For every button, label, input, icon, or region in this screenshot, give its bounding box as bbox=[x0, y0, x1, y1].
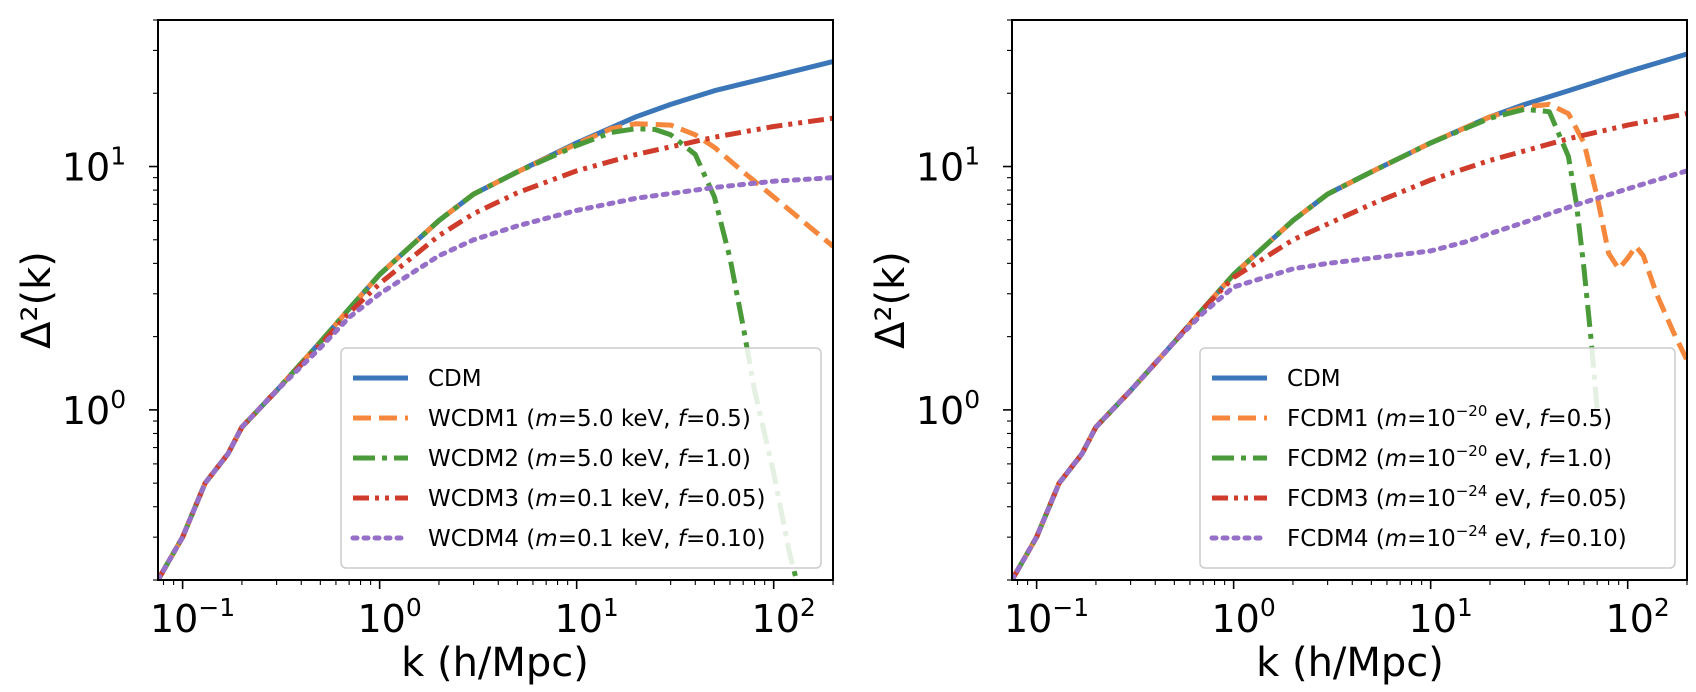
right-y-axis-title: Δ²(k) bbox=[868, 251, 914, 349]
left-ticks: 10−1 100 101 102 100 101 bbox=[62, 19, 834, 641]
left-x-axis-title: k (h/Mpc) bbox=[401, 640, 589, 686]
right-legend-label-fcdm1: FCDM1 (m=10−20 eV, f=0.5) bbox=[1287, 402, 1612, 432]
right-legend-label-cdm: CDM bbox=[1287, 366, 1341, 392]
right-y-tick-label: 101 bbox=[916, 142, 980, 190]
right-legend-label-fcdm2: FCDM2 (m=10−20 eV, f=1.0) bbox=[1287, 442, 1612, 472]
left-y-axis-title: Δ²(k) bbox=[14, 251, 60, 349]
right-legend-label-fcdm3: FCDM3 (m=10−24 eV, f=0.05) bbox=[1287, 482, 1627, 512]
right-series-fcdm2 bbox=[1012, 106, 1603, 580]
right-x-tick-label: 100 bbox=[1212, 593, 1276, 641]
left-panel: 10−1 100 101 102 100 101 CDM WCDM1 (m=5.0 keV,… bbox=[14, 19, 834, 686]
left-legend-label-wcdm3: WCDM3 (m=0.1 keV, f=0.05) bbox=[428, 486, 765, 512]
left-x-tick-label: 102 bbox=[752, 593, 816, 641]
left-x-tick-label: 101 bbox=[555, 593, 619, 641]
left-legend-frame bbox=[340, 347, 822, 569]
left-x-tick-label: 100 bbox=[358, 593, 422, 641]
right-series-fcdm4 bbox=[1012, 168, 1687, 580]
left-plot-area bbox=[158, 59, 833, 580]
right-legend-label-fcdm4: FCDM4 (m=10−24 eV, f=0.10) bbox=[1287, 522, 1627, 552]
left-axes-frame bbox=[157, 19, 834, 581]
right-x-tick-label: 10−1 bbox=[1004, 593, 1089, 641]
left-legend-label-wcdm4: WCDM4 (m=0.1 keV, f=0.10) bbox=[428, 526, 765, 552]
left-series-wcdm4 bbox=[158, 175, 833, 580]
right-x-tick-label: 101 bbox=[1409, 593, 1473, 641]
left-legend-label-wcdm1: WCDM1 (m=5.0 keV, f=0.5) bbox=[428, 406, 751, 432]
right-x-tick-label: 102 bbox=[1606, 593, 1670, 641]
left-legend: CDM WCDM1 (m=5.0 keV, f=0.5) WCDM2 (m=5.0 … bbox=[340, 347, 822, 569]
left-y-tick-label: 101 bbox=[62, 142, 126, 190]
right-y-tick-label: 100 bbox=[916, 385, 980, 433]
left-legend-label-cdm: CDM bbox=[428, 366, 482, 392]
left-x-tick-label: 10−1 bbox=[150, 593, 235, 641]
right-legend-frame bbox=[1199, 347, 1676, 569]
right-plot-area bbox=[1012, 51, 1687, 580]
left-legend-label-wcdm2: WCDM2 (m=5.0 keV, f=1.0) bbox=[428, 446, 751, 472]
right-axes-frame bbox=[1011, 19, 1688, 581]
right-x-axis-title: k (h/Mpc) bbox=[1256, 640, 1444, 686]
right-legend: CDM FCDM1 (m=10−20 eV, f=0.5) FCDM2 (m=10−… bbox=[1199, 347, 1676, 569]
right-panel: 10−1 100 101 102 100 101 CDM FCDM1 (m=10−20 eV… bbox=[868, 19, 1688, 686]
left-y-tick-label: 100 bbox=[62, 385, 126, 433]
